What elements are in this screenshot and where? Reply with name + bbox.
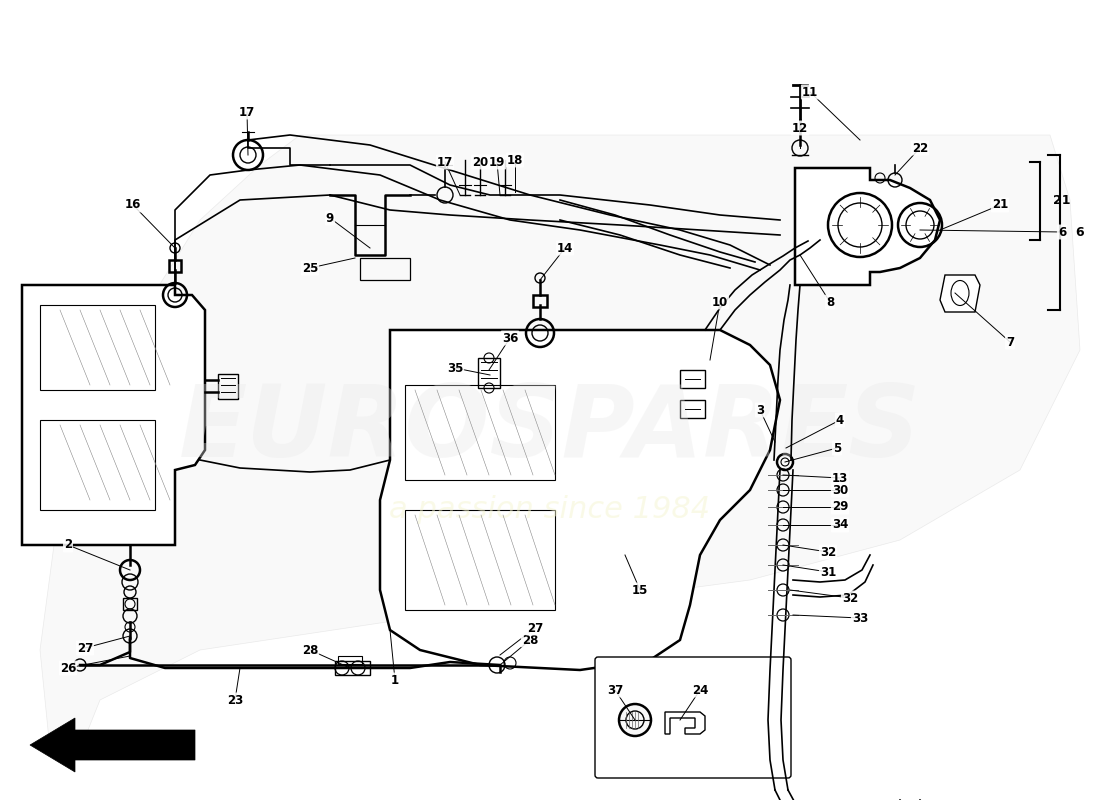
Text: 9: 9 [326, 211, 334, 225]
Text: 32: 32 [820, 546, 836, 558]
Text: 24: 24 [692, 683, 708, 697]
Bar [40, 305, 155, 390]
Text: 16: 16 [124, 198, 141, 211]
Bar [478, 358, 500, 388]
Text: 5: 5 [833, 442, 842, 454]
Text: 36: 36 [502, 331, 518, 345]
Bar [338, 656, 362, 664]
Text: 19: 19 [488, 155, 505, 169]
Text: 33: 33 [851, 611, 868, 625]
Bar [169, 260, 182, 272]
Text: 32: 32 [842, 591, 858, 605]
Polygon shape [940, 275, 980, 312]
Text: 21: 21 [992, 198, 1008, 211]
Text: 8: 8 [826, 295, 834, 309]
Text: 11: 11 [802, 86, 818, 98]
Text: 15: 15 [631, 583, 648, 597]
Text: 28: 28 [301, 643, 318, 657]
Text: 28: 28 [521, 634, 538, 646]
Text: 2: 2 [64, 538, 73, 551]
Polygon shape [379, 330, 780, 670]
Text: 31: 31 [820, 566, 836, 578]
Text: 4: 4 [836, 414, 844, 426]
Circle shape [619, 704, 651, 736]
Text: 35: 35 [447, 362, 463, 374]
Text: 20: 20 [472, 155, 488, 169]
Polygon shape [22, 285, 205, 545]
Text: 34: 34 [832, 518, 848, 531]
Bar [336, 661, 370, 675]
Text: 27: 27 [77, 642, 94, 654]
Bar [40, 420, 155, 510]
Text: 23: 23 [227, 694, 243, 706]
Text: 29: 29 [832, 501, 848, 514]
Text: 3: 3 [756, 403, 764, 417]
Bar [680, 370, 705, 388]
Text: 7: 7 [1005, 335, 1014, 349]
Text: 26: 26 [59, 662, 76, 674]
Text: 18: 18 [507, 154, 524, 166]
Bar [360, 258, 410, 280]
Polygon shape [40, 135, 1080, 750]
Polygon shape [666, 712, 705, 734]
Text: 27: 27 [527, 622, 543, 634]
Text: 37: 37 [607, 683, 623, 697]
Text: 13: 13 [832, 471, 848, 485]
Bar [534, 295, 547, 307]
Text: 30: 30 [832, 483, 848, 497]
Text: 6: 6 [1075, 226, 1084, 238]
Text: 25: 25 [301, 262, 318, 274]
Text: 17: 17 [437, 155, 453, 169]
Text: 21: 21 [1053, 194, 1070, 206]
Polygon shape [795, 168, 940, 285]
Text: 10: 10 [712, 295, 728, 309]
FancyBboxPatch shape [595, 657, 791, 778]
Text: 6: 6 [1058, 226, 1066, 238]
Bar [680, 400, 705, 418]
Bar [218, 374, 238, 399]
Bar [405, 510, 556, 610]
Text: 14: 14 [557, 242, 573, 254]
Text: a passion since 1984: a passion since 1984 [389, 495, 711, 525]
Text: 12: 12 [792, 122, 808, 134]
Text: 22: 22 [912, 142, 928, 154]
Text: EUROSPARES: EUROSPARES [179, 382, 921, 478]
Bar [405, 385, 556, 480]
Text: 17: 17 [239, 106, 255, 118]
Bar [123, 598, 138, 610]
Text: 1: 1 [390, 674, 399, 686]
Polygon shape [30, 718, 195, 772]
